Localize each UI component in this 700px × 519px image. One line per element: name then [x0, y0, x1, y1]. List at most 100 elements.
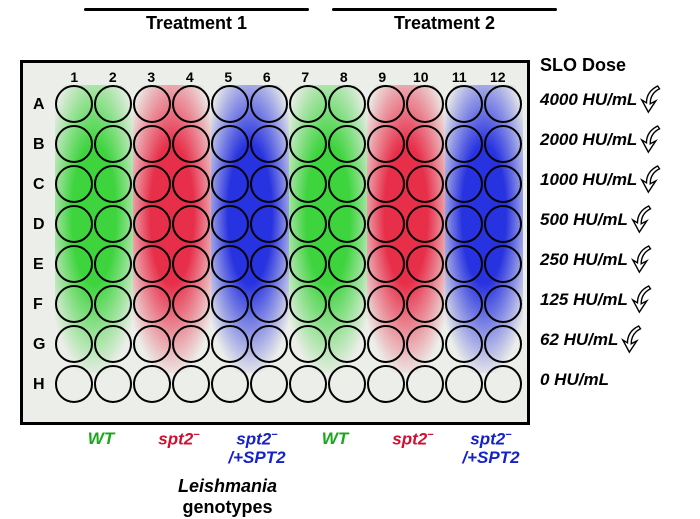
well: [406, 285, 444, 323]
dose-row: 0 HU/mL: [540, 360, 695, 400]
well: [250, 125, 288, 163]
well: [328, 165, 366, 203]
well: [172, 165, 210, 203]
dose-row: 500 HU/mL: [540, 200, 695, 240]
well: [484, 325, 522, 363]
well: [133, 205, 171, 243]
well: [55, 85, 93, 123]
row-label: C: [33, 165, 53, 205]
well: [445, 125, 483, 163]
well: [367, 125, 405, 163]
well: [406, 325, 444, 363]
row-label: F: [33, 285, 53, 325]
dilution-arrow-icon: [639, 164, 667, 196]
dose-row: 4000 HU/mL: [540, 80, 695, 120]
dose-column: SLO Dose 4000 HU/mL 2000 HU/mL 1000 HU/mL 5…: [540, 55, 695, 400]
genotype-label: WT: [62, 430, 140, 466]
row-label: G: [33, 325, 53, 365]
treatment-group: Treatment 2: [332, 8, 557, 34]
well: [133, 125, 171, 163]
well: [250, 325, 288, 363]
dose-value: 1000 HU/mL: [540, 170, 637, 190]
column-number: 7: [286, 69, 325, 85]
column-numbers: 123456789101112: [55, 69, 517, 85]
well: [94, 325, 132, 363]
genotype-label: spt2−/+SPT2: [452, 430, 530, 466]
well: [94, 205, 132, 243]
well: [94, 245, 132, 283]
dilution-arrow-icon: [620, 324, 648, 356]
well: [133, 365, 171, 403]
well: [250, 205, 288, 243]
well: [211, 245, 249, 283]
well: [172, 365, 210, 403]
well: [406, 205, 444, 243]
well: [133, 245, 171, 283]
well: [445, 325, 483, 363]
well: [484, 125, 522, 163]
dilution-arrow-icon: [630, 284, 658, 316]
dilution-arrow-icon: [630, 244, 658, 276]
well: [55, 365, 93, 403]
well: [133, 325, 171, 363]
genotype-label: WT: [296, 430, 374, 466]
well: [484, 165, 522, 203]
genotype-label: spt2−/+SPT2: [218, 430, 296, 466]
well: [289, 125, 327, 163]
genotype-labels: WTspt2−spt2−/+SPT2WTspt2−spt2−/+SPT2: [40, 430, 540, 466]
well: [94, 125, 132, 163]
well: [55, 325, 93, 363]
well: [445, 285, 483, 323]
column-number: 5: [209, 69, 248, 85]
well: [133, 285, 171, 323]
well: [367, 245, 405, 283]
well: [445, 85, 483, 123]
well: [484, 245, 522, 283]
well: [211, 165, 249, 203]
dose-row: 62 HU/mL: [540, 320, 695, 360]
treatment-bar: [84, 8, 309, 11]
dose-value: 0 HU/mL: [540, 370, 609, 390]
well: [328, 325, 366, 363]
well: [328, 285, 366, 323]
dose-value: 250 HU/mL: [540, 250, 628, 270]
well: [367, 205, 405, 243]
well: [289, 325, 327, 363]
well: [250, 365, 288, 403]
dilution-arrow-icon: [630, 204, 658, 236]
well: [172, 125, 210, 163]
row-labels: ABCDEFGH: [33, 85, 53, 405]
well: [172, 205, 210, 243]
genotype-label: spt2−: [140, 430, 218, 466]
well: [445, 205, 483, 243]
well: [367, 165, 405, 203]
well: [445, 165, 483, 203]
dose-value: 62 HU/mL: [540, 330, 618, 350]
well: [211, 325, 249, 363]
well: [133, 85, 171, 123]
well: [289, 85, 327, 123]
dose-header: SLO Dose: [540, 55, 695, 76]
treatment-group: Treatment 1: [84, 8, 309, 34]
well: [55, 245, 93, 283]
well: [211, 365, 249, 403]
well: [484, 285, 522, 323]
well: [367, 325, 405, 363]
dilution-arrow-icon: [639, 84, 667, 116]
dose-value: 2000 HU/mL: [540, 130, 637, 150]
well: [94, 285, 132, 323]
well: [289, 285, 327, 323]
well: [445, 365, 483, 403]
treatment-label: Treatment 2: [394, 13, 495, 34]
well: [289, 365, 327, 403]
well-plate: 123456789101112 ABCDEFGH: [20, 60, 530, 425]
row-label: A: [33, 85, 53, 125]
column-number: 3: [132, 69, 171, 85]
dose-row: 250 HU/mL: [540, 240, 695, 280]
column-number: 4: [171, 69, 210, 85]
well: [406, 365, 444, 403]
dose-row: 2000 HU/mL: [540, 120, 695, 160]
treatment-bar: [332, 8, 557, 11]
well: [250, 245, 288, 283]
well: [367, 85, 405, 123]
